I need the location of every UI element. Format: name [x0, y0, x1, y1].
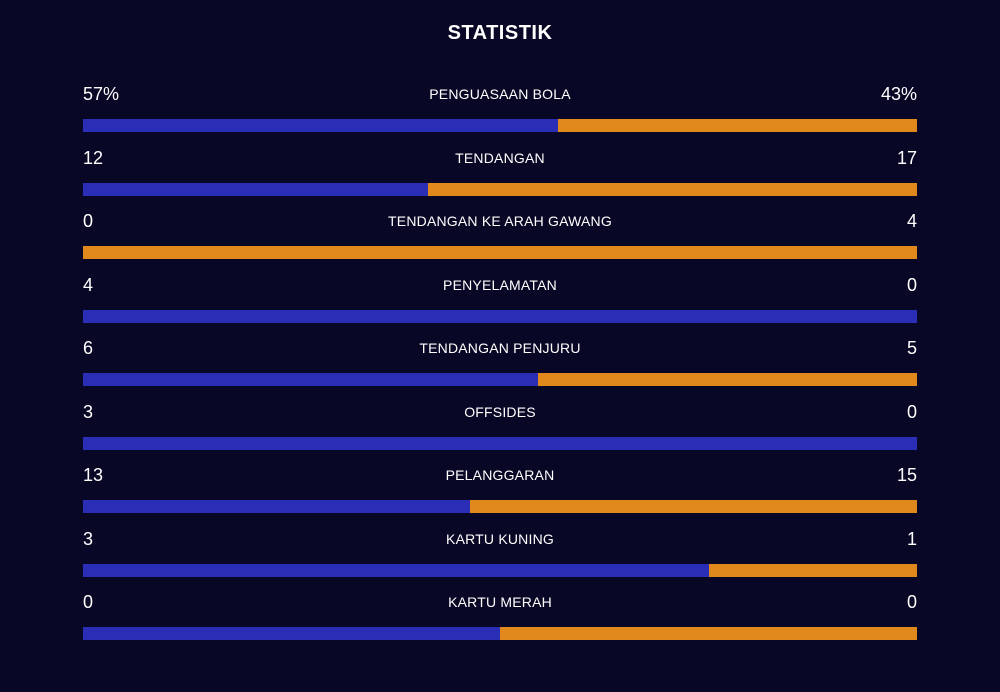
away-bar-segment	[708, 563, 917, 577]
away-bar-segment	[469, 500, 917, 513]
stat-header: 3 KARTU KUNING 1	[83, 525, 917, 553]
away-value: 15	[896, 465, 917, 485]
stat-row: 12 TENDANGAN 17	[83, 144, 917, 208]
home-value: 12	[83, 147, 104, 168]
home-value: 3	[83, 401, 94, 422]
home-bar-segment	[83, 309, 917, 323]
stat-row: 13 PELANGGARAN 15	[83, 461, 917, 525]
home-bar-segment	[83, 373, 538, 386]
stat-label: KARTU KUNING	[446, 530, 554, 547]
stat-label: OFFSIDES	[464, 403, 536, 420]
home-value: 57%	[83, 84, 120, 104]
stat-row: 57% PENGUASAAN BOLA 43%	[83, 80, 917, 144]
away-value: 17	[896, 147, 917, 168]
home-bar-segment	[83, 563, 709, 577]
comparison-bar	[83, 309, 917, 323]
away-bar-segment	[83, 246, 917, 259]
stat-label: KARTU MERAH	[448, 594, 552, 610]
comparison-bar	[83, 627, 917, 640]
comparison-bar	[83, 119, 917, 132]
stat-label: PENGUASAAN BOLA	[429, 86, 571, 102]
home-value: 6	[83, 338, 94, 358]
away-bar-segment	[428, 182, 917, 196]
home-value: 4	[83, 274, 94, 295]
stat-header: 0 TENDANGAN KE ARAH GAWANG 4	[83, 207, 917, 235]
away-value: 1	[906, 528, 917, 549]
away-value: 43%	[880, 84, 917, 104]
stat-row: 3 OFFSIDES 0	[83, 398, 917, 462]
stat-row: 3 KARTU KUNING 1	[83, 525, 917, 589]
home-bar-segment	[83, 500, 470, 513]
stats-list: 57% PENGUASAAN BOLA 43% 12 TENDANGAN 17 0 TENDA…	[83, 80, 917, 652]
home-value: 0	[83, 592, 94, 612]
home-value: 13	[83, 465, 104, 485]
comparison-bar	[83, 182, 917, 196]
away-value: 0	[906, 592, 917, 612]
away-bar-segment	[537, 373, 917, 386]
comparison-bar	[83, 500, 917, 513]
stat-label: TENDANGAN PENJURU	[419, 340, 581, 356]
comparison-bar	[83, 373, 917, 386]
stat-header: 6 TENDANGAN PENJURU 5	[83, 334, 917, 362]
home-bar-segment	[83, 119, 559, 132]
stat-header: 0 KARTU MERAH 0	[83, 588, 917, 616]
home-bar-segment	[83, 182, 429, 196]
home-bar-segment	[83, 436, 917, 450]
stat-header: 13 PELANGGARAN 15	[83, 461, 917, 489]
stat-header: 3 OFFSIDES 0	[83, 398, 917, 426]
page-title: STATISTIK	[447, 22, 553, 44]
stat-label: PELANGGARAN	[445, 467, 555, 483]
away-bar-segment	[558, 119, 917, 132]
stat-label: PENYELAMATAN	[443, 276, 557, 293]
stat-row: 4 PENYELAMATAN 0	[83, 271, 917, 335]
away-value: 5	[906, 338, 917, 358]
away-bar-segment	[500, 627, 917, 640]
stat-row: 0 KARTU MERAH 0	[83, 588, 917, 652]
stat-label: TENDANGAN	[455, 149, 545, 166]
home-bar-segment	[83, 627, 500, 640]
stat-label: TENDANGAN KE ARAH GAWANG	[388, 213, 612, 229]
stat-row: 6 TENDANGAN PENJURU 5	[83, 334, 917, 398]
comparison-bar	[83, 436, 917, 450]
comparison-bar	[83, 246, 917, 259]
away-value: 0	[906, 401, 917, 422]
stat-header: 57% PENGUASAAN BOLA 43%	[83, 80, 917, 108]
home-value: 0	[83, 211, 94, 231]
home-value: 3	[83, 528, 94, 549]
stat-header: 4 PENYELAMATAN 0	[83, 271, 917, 299]
stat-header: 12 TENDANGAN 17	[83, 144, 917, 172]
stat-row: 0 TENDANGAN KE ARAH GAWANG 4	[83, 207, 917, 271]
away-value: 0	[906, 274, 917, 295]
away-value: 4	[906, 211, 917, 231]
comparison-bar	[83, 563, 917, 577]
